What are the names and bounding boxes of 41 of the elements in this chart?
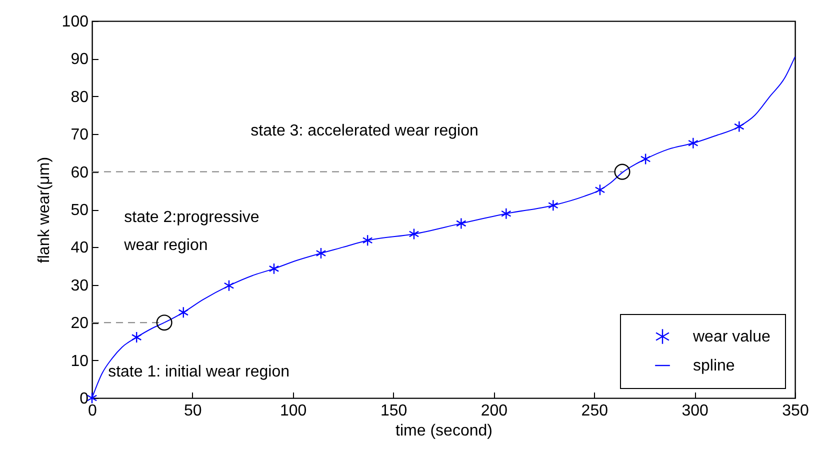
x-tick-label: 100 <box>280 402 307 420</box>
point <box>268 262 280 275</box>
point <box>688 137 698 149</box>
annotation: state 2:progressive wear region <box>123 209 260 254</box>
y-tick-label: 70 <box>70 126 89 144</box>
y-tick-label: 50 <box>70 202 89 219</box>
point <box>501 208 512 220</box>
y-tick-label: 10 <box>70 352 89 370</box>
point <box>614 164 630 180</box>
x-tick-label: 150 <box>380 402 408 420</box>
annotation: state 3: accelerated wear region <box>250 122 478 140</box>
x-tick-label: 300 <box>682 402 709 420</box>
point <box>178 306 189 318</box>
x-axis-title: time (second) <box>396 422 492 440</box>
point <box>316 247 326 260</box>
point <box>131 331 142 344</box>
point <box>548 200 558 212</box>
x-tick-label: 50 <box>184 402 202 420</box>
point <box>456 218 466 230</box>
point <box>594 184 606 196</box>
point <box>734 120 744 132</box>
point <box>408 228 420 240</box>
y-tick-label: 20 <box>70 315 89 332</box>
y-tick-label: 60 <box>70 164 89 182</box>
point <box>156 314 172 331</box>
point <box>640 153 651 165</box>
y-tick-label: 80 <box>70 88 89 106</box>
legend-label: wear value <box>692 328 770 346</box>
x-tick-label: 350 <box>782 402 809 420</box>
y-tick-label: 40 <box>70 240 89 257</box>
legend-label: spline <box>693 358 735 374</box>
y-tick-label: 30 <box>70 277 89 294</box>
y-axis-title: flank wear(μm) <box>36 156 53 264</box>
x-tick-label: 250 <box>581 402 608 420</box>
y-tick-label: 100 <box>62 14 89 30</box>
annotation: state 1: initial wear region <box>108 364 290 381</box>
x-tick-label: 200 <box>480 402 508 420</box>
point <box>362 234 373 246</box>
point <box>224 280 234 292</box>
y-tick-label: 90 <box>70 51 89 68</box>
y-tick-label: 0 <box>80 390 89 408</box>
